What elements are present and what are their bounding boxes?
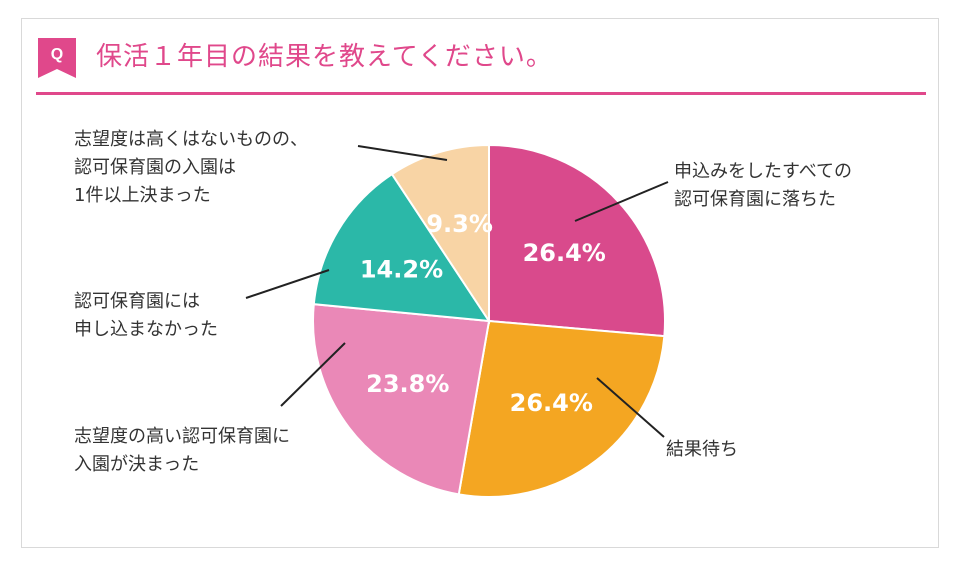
slice-label-2-line-1: 志望度の高い認可保育園に bbox=[74, 426, 290, 447]
slice-value-label-3: 14.2% bbox=[360, 255, 443, 283]
slice-value-label-4: 9.3% bbox=[426, 210, 493, 238]
slice-label-1: 結果待ち bbox=[666, 436, 738, 464]
question-badge-letter: Q bbox=[51, 46, 63, 63]
slice-label-2: 志望度の高い認可保育園に 入園が決まった bbox=[74, 423, 290, 479]
slice-label-1-line-1: 結果待ち bbox=[666, 439, 738, 460]
slice-label-0-line-2: 認可保育園に落ちた bbox=[674, 189, 836, 210]
slice-label-4-line-3: 1件以上決まった bbox=[74, 185, 211, 206]
pie-slice-2 bbox=[312, 303, 491, 496]
slice-value-label-0: 26.4% bbox=[523, 239, 606, 267]
leader-line-2 bbox=[280, 342, 346, 407]
slice-label-3-line-2: 申し込まなかった bbox=[74, 319, 218, 340]
slice-value-label-2: 23.8% bbox=[366, 370, 449, 398]
pie-slice-1 bbox=[457, 319, 666, 498]
page-title: 保活１年目の結果を教えてください。 bbox=[96, 42, 553, 72]
question-badge-icon: Q bbox=[38, 38, 76, 78]
slice-label-2-line-2: 入園が決まった bbox=[74, 454, 200, 475]
slice-label-4: 志望度は高くはないものの、 認可保育園の入園は 1件以上決まった bbox=[74, 126, 308, 210]
pie-slice-4 bbox=[390, 143, 490, 325]
slice-label-0: 申込みをしたすべての 認可保育園に落ちた bbox=[674, 158, 852, 214]
pie-slice-3 bbox=[312, 172, 491, 323]
slice-label-0-line-1: 申込みをしたすべての bbox=[674, 161, 853, 182]
title-underline bbox=[36, 92, 926, 95]
slice-label-4-line-1: 志望度は高くはないものの、 bbox=[74, 129, 308, 150]
question-badge: Q bbox=[38, 38, 76, 78]
slice-label-3-line-1: 認可保育園には bbox=[74, 291, 200, 312]
leader-line-1 bbox=[596, 377, 665, 438]
slice-label-3: 認可保育園には 申し込まなかった bbox=[74, 288, 218, 344]
leader-line-3 bbox=[245, 269, 330, 299]
leader-line-0 bbox=[574, 181, 669, 222]
slice-value-label-1: 26.4% bbox=[510, 389, 593, 417]
slice-label-4-line-2: 認可保育園の入園は bbox=[74, 157, 236, 178]
leader-line-4 bbox=[357, 145, 448, 161]
